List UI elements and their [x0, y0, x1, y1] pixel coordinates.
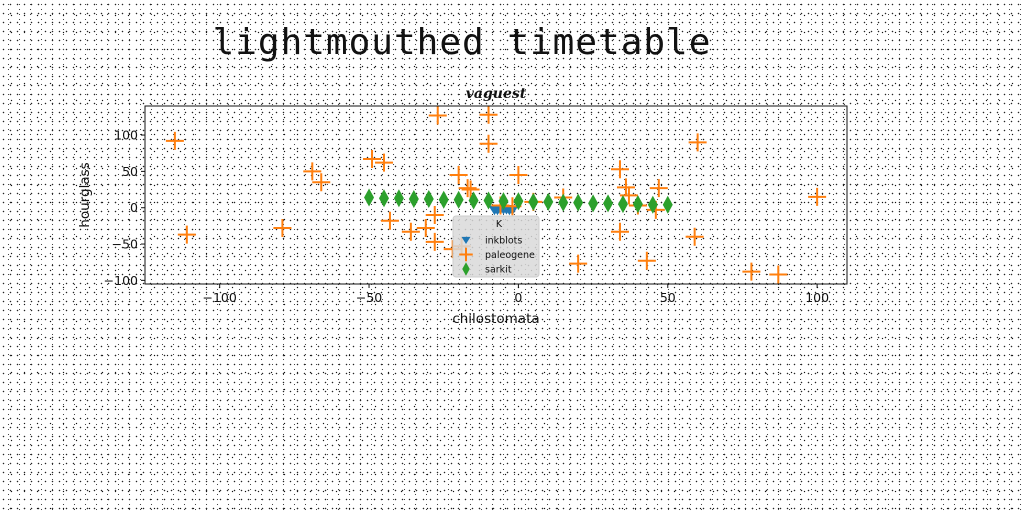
- x-tick-label: −100: [203, 290, 237, 305]
- y-axis-label: hourglass: [77, 162, 93, 227]
- sarkit-point: [378, 189, 389, 208]
- y-tick-label: −100: [104, 273, 138, 288]
- paleogene-point: [416, 219, 435, 238]
- paleogene-point: [449, 166, 468, 185]
- sarkit-point: [423, 189, 434, 208]
- paleogene-point: [380, 211, 399, 230]
- sarkit-point: [632, 195, 643, 214]
- paleogene-point: [479, 105, 498, 124]
- x-axis-label: chilostomata: [452, 311, 539, 327]
- paleogene-point: [458, 179, 477, 198]
- paleogene-point: [569, 254, 588, 273]
- paleogene-point: [374, 153, 393, 172]
- paleogene-point: [649, 179, 668, 198]
- y-tick-label: 0: [130, 200, 138, 215]
- plot-frame: [144, 105, 848, 285]
- paleogene-point: [610, 222, 629, 241]
- paleogene-point: [401, 222, 420, 241]
- paleogene-point: [303, 162, 322, 181]
- legend-paleogene-swatch: [459, 247, 473, 262]
- paleogene-point: [808, 187, 827, 206]
- paleogene-point: [165, 131, 184, 150]
- y-tick-label: 100: [114, 128, 138, 143]
- x-tick-label: 0: [514, 290, 522, 305]
- legend-inkblots-label: inkblots: [485, 236, 522, 247]
- paleogene-point: [428, 106, 447, 125]
- y-tick-label: −50: [112, 237, 138, 252]
- sarkit-point: [588, 194, 599, 213]
- chart-title: vaguest: [466, 86, 527, 102]
- paleogene-point: [425, 205, 444, 224]
- sarkit-point: [603, 194, 614, 213]
- x-axis: −100 −50 0 50 100: [203, 284, 829, 305]
- sarkit-point: [573, 193, 584, 212]
- paleogene-point: [637, 251, 656, 270]
- sarkit-point: [558, 193, 569, 212]
- y-axis: −100 −50 0 50 100: [104, 128, 145, 288]
- sarkit-point: [528, 192, 539, 211]
- chart-marks: [165, 105, 827, 284]
- paleogene-point: [177, 225, 196, 244]
- legend-sarkit-swatch: [462, 262, 470, 276]
- paleogene-point: [425, 232, 444, 251]
- sarkit-point: [483, 191, 494, 210]
- legend-title: K: [496, 219, 503, 230]
- x-tick-label: 50: [660, 290, 676, 305]
- paleogene-point: [479, 134, 498, 153]
- sarkit-point: [453, 190, 464, 209]
- paleogene-point: [509, 166, 528, 185]
- sarkit-point: [408, 189, 419, 208]
- y-tick-label: 50: [122, 164, 138, 179]
- sarkit-point: [513, 192, 524, 211]
- x-tick-label: −50: [356, 290, 382, 305]
- paleogene-point: [685, 227, 704, 246]
- paleogene-point: [461, 180, 480, 199]
- sarkit-point: [438, 190, 449, 209]
- x-tick-label: 100: [805, 290, 829, 305]
- paleogene-point: [273, 219, 292, 238]
- paleogene-point: [363, 150, 382, 169]
- legend-box: [452, 215, 540, 278]
- paleogene-point: [616, 178, 635, 197]
- legend-paleogene-label: paleogene: [485, 250, 535, 261]
- legend-inkblots-swatch: [461, 236, 471, 245]
- sarkit-point: [647, 195, 658, 214]
- sarkit-point: [393, 189, 404, 208]
- paleogene-point: [769, 265, 788, 284]
- legend-sarkit-label: sarkit: [485, 265, 512, 276]
- sarkit-point: [617, 195, 628, 214]
- sarkit-point: [468, 191, 479, 210]
- paleogene-point: [688, 133, 707, 152]
- paleogene-point: [610, 160, 629, 179]
- paleogene-point: [312, 173, 331, 192]
- paleogene-point: [742, 262, 761, 281]
- page-title: lightmouthed timetable: [212, 22, 712, 63]
- sarkit-point: [364, 188, 375, 207]
- sarkit-point: [543, 192, 554, 211]
- sarkit-point: [662, 195, 673, 214]
- sarkit-point: [498, 192, 509, 211]
